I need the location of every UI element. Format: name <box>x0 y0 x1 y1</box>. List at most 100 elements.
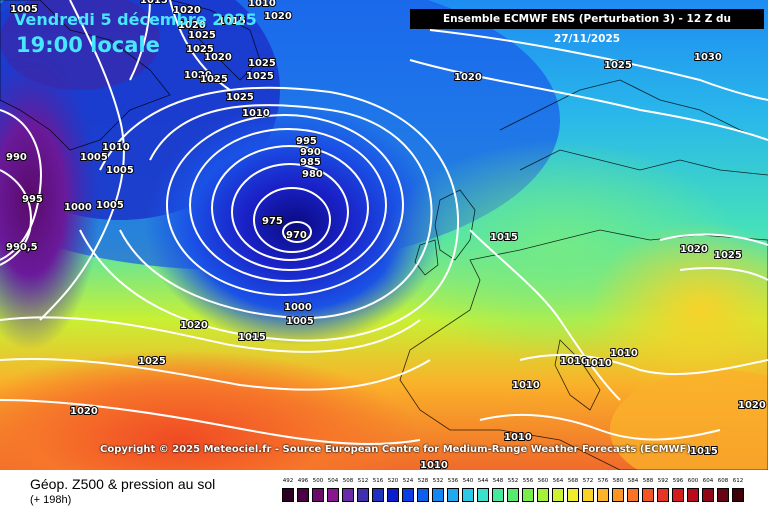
legend-color-swatch <box>357 488 369 502</box>
isobar-label-1020: 1020 <box>180 320 208 331</box>
legend-color-swatch <box>297 488 309 502</box>
legend-color-swatch <box>327 488 339 502</box>
legend-tick-label: 560 <box>537 478 549 484</box>
legend-color-swatch <box>717 488 729 502</box>
legend-tick-label: 512 <box>357 478 369 484</box>
legend-tick-label: 604 <box>702 478 714 484</box>
legend-color-swatch <box>282 488 294 502</box>
isobar-label-1020: 1020 <box>178 20 206 31</box>
isobar-label-1000: 1000 <box>64 202 92 213</box>
geopotential-color-scale: 492 496 500 504 508 512 516 520 524 528 532 536 540 5… <box>282 478 752 506</box>
low-center-shading <box>145 105 445 345</box>
legend-color-swatch <box>447 488 459 502</box>
legend-color-swatch <box>477 488 489 502</box>
legend-tick-label: 568 <box>567 478 579 484</box>
isobar-label-1015: 1015 <box>690 446 718 457</box>
isobar-label-1015: 1015 <box>490 232 518 243</box>
legend-tick-label: 596 <box>672 478 684 484</box>
legend-tick-label: 548 <box>492 478 504 484</box>
isobar-label-1020: 1020 <box>173 5 201 16</box>
legend-tick-label: 492 <box>282 478 294 484</box>
legend-color-swatch <box>552 488 564 502</box>
legend-color-swatch <box>507 488 519 502</box>
isobar-label-1030: 1030 <box>694 52 722 63</box>
isobar-label-1010: 1010 <box>560 356 588 367</box>
legend-tick-label: 588 <box>642 478 654 484</box>
legend-tick-label: 508 <box>342 478 354 484</box>
legend-tick-label: 576 <box>597 478 609 484</box>
isobar-label-1025: 1025 <box>604 60 632 71</box>
isobar-label-1015: 1015 <box>218 16 246 27</box>
legend-color-swatch <box>372 488 384 502</box>
legend-tick-label: 580 <box>612 478 624 484</box>
legend-color-swatch <box>537 488 549 502</box>
isobar-label-1025: 1025 <box>188 30 216 41</box>
isobar-label-1010: 1010 <box>242 108 270 119</box>
isobar-label-970: 970 <box>286 230 307 241</box>
isobar-label-985: 985 <box>300 157 321 168</box>
legend-tick-label: 520 <box>387 478 399 484</box>
legend-color-swatch <box>597 488 609 502</box>
legend-tick-label: 612 <box>732 478 744 484</box>
legend-tick-label: 572 <box>582 478 594 484</box>
model-run-info: Ensemble ECMWF ENS (Perturbation 3) - 12… <box>410 9 764 45</box>
legend-color-swatch <box>582 488 594 502</box>
legend-tick-label: 516 <box>372 478 384 484</box>
isobar-label-1025: 1025 <box>200 74 228 85</box>
legend-color-swatch <box>387 488 399 502</box>
isobar-label-1025: 1025 <box>714 250 742 261</box>
legend-tick-label: 504 <box>327 478 339 484</box>
isobar-label-990: 990 <box>6 152 27 163</box>
legend-tick-label: 600 <box>687 478 699 484</box>
legend-tick-label: 564 <box>552 478 564 484</box>
forecast-lead-time: (+ 198h) <box>30 494 72 506</box>
isobar-label-975: 975 <box>262 216 283 227</box>
isobar-label-995: 995 <box>22 194 43 205</box>
legend-tick-label: 608 <box>717 478 729 484</box>
legend-color-swatch <box>657 488 669 502</box>
isobar-label-1015: 1015 <box>238 332 266 343</box>
isobar-label-1020: 1020 <box>738 400 766 411</box>
legend-color-swatch <box>312 488 324 502</box>
coastlines <box>0 0 768 470</box>
legend-color-swatch <box>627 488 639 502</box>
isobar-label-1020: 1020 <box>184 70 212 81</box>
forecast-local-time: 19:00 locale <box>16 33 160 57</box>
isobar-label-1010: 1010 <box>102 142 130 153</box>
isobar-label-1010: 1010 <box>420 460 448 470</box>
isobar-label-980: 980 <box>302 169 323 180</box>
legend-tick-label: 532 <box>432 478 444 484</box>
isobar-label-1025: 1025 <box>246 71 274 82</box>
isobar-label-1020: 1020 <box>204 52 232 63</box>
isobar-label-1025: 1025 <box>186 44 214 55</box>
isobar-label-990: 990 <box>300 147 321 158</box>
isobar-label-1025: 1025 <box>226 92 254 103</box>
legend-color-swatch <box>492 488 504 502</box>
isobar-label-1020: 1020 <box>70 406 98 417</box>
isobar-label-1020: 1020 <box>264 11 292 22</box>
isobar-label-1000: 1000 <box>284 302 312 313</box>
legend-tick-label: 552 <box>507 478 519 484</box>
legend-color-swatch <box>432 488 444 502</box>
isobar-label-1005: 1005 <box>80 152 108 163</box>
legend-tick-label: 524 <box>402 478 414 484</box>
map-parameter-title: Géop. Z500 & pression au sol <box>30 476 216 492</box>
legend-tick-label: 544 <box>477 478 489 484</box>
pressure-labels: 1005 1020 1015 1010 1020 1015 1025 1020 … <box>5 0 767 470</box>
legend-tick-label: 584 <box>627 478 639 484</box>
legend-color-swatch <box>462 488 474 502</box>
isobar-label-1025: 1025 <box>138 356 166 367</box>
isobar-label-990-5: 990,5 <box>6 242 38 253</box>
legend-tick-label: 536 <box>447 478 459 484</box>
legend-color-swatch <box>672 488 684 502</box>
legend-color-swatch <box>642 488 654 502</box>
legend-color-swatch <box>342 488 354 502</box>
legend-color-swatch <box>567 488 579 502</box>
legend-tick-label: 500 <box>312 478 324 484</box>
legend-color-swatch <box>702 488 714 502</box>
isobar-label-1010: 1010 <box>248 0 276 9</box>
legend-tick-label: 556 <box>522 478 534 484</box>
isobar-label-1005: 1005 <box>106 165 134 176</box>
legend-color-swatch <box>402 488 414 502</box>
isobar-label-1010: 1010 <box>512 380 540 391</box>
